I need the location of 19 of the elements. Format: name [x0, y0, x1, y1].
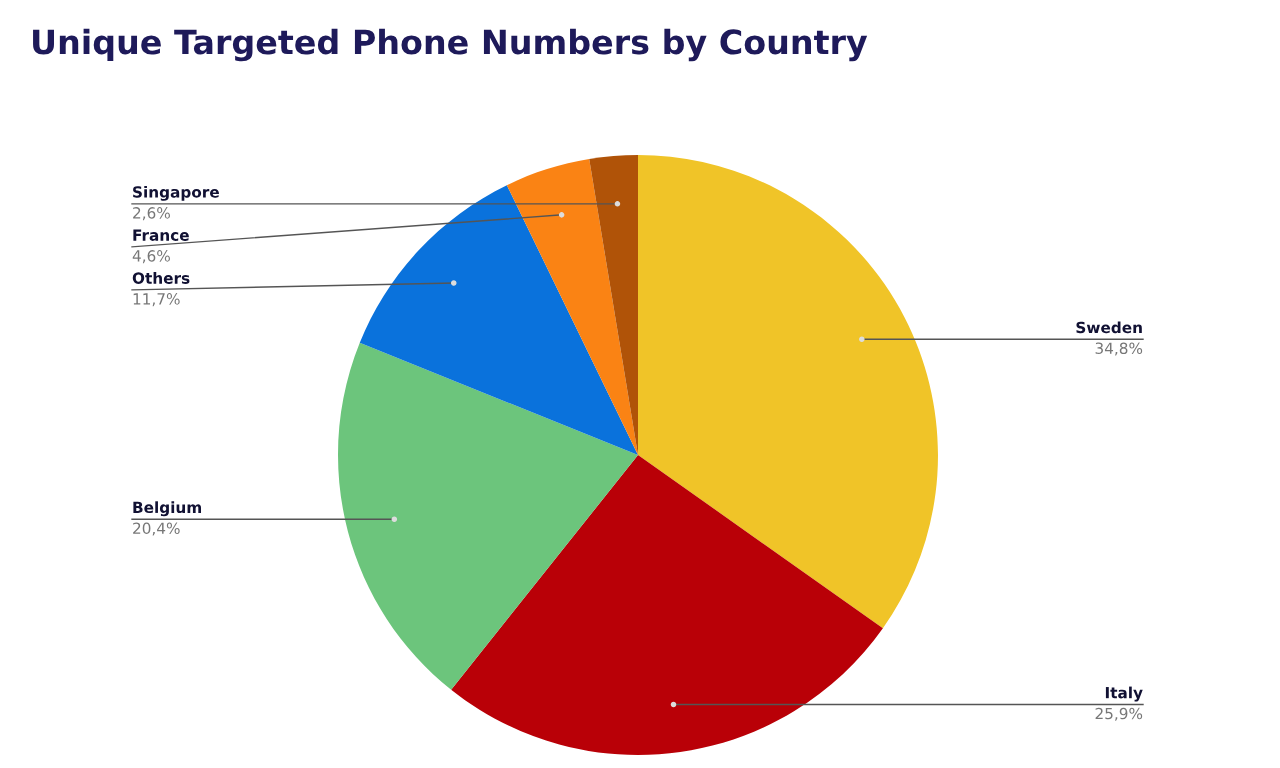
slice-label: Sweden — [1076, 321, 1142, 334]
pie-slice — [638, 155, 938, 629]
data-label: 34,8% — [1095, 342, 1143, 356]
slice-label: Singapore — [133, 185, 219, 201]
data-label: 11,7% — [133, 293, 180, 307]
pie-slice — [359, 185, 638, 455]
data-label: 4,6% — [132, 250, 170, 264]
pie-slice — [451, 455, 883, 755]
data-label: 2,6% — [133, 207, 170, 221]
slice-label: Belgium — [133, 501, 201, 517]
pie-slice — [338, 342, 638, 690]
data-label: 25,9% — [1095, 707, 1143, 721]
data-label: 20,4% — [133, 522, 180, 536]
slice-label: Others — [132, 272, 190, 284]
slice-label: Italy — [1105, 686, 1143, 702]
slice-label: France — [133, 229, 189, 241]
chart-title: Unique Targeted Phone Numbers by Country — [33, 28, 868, 62]
pie-slice — [506, 158, 638, 455]
pie-slice — [589, 155, 638, 455]
